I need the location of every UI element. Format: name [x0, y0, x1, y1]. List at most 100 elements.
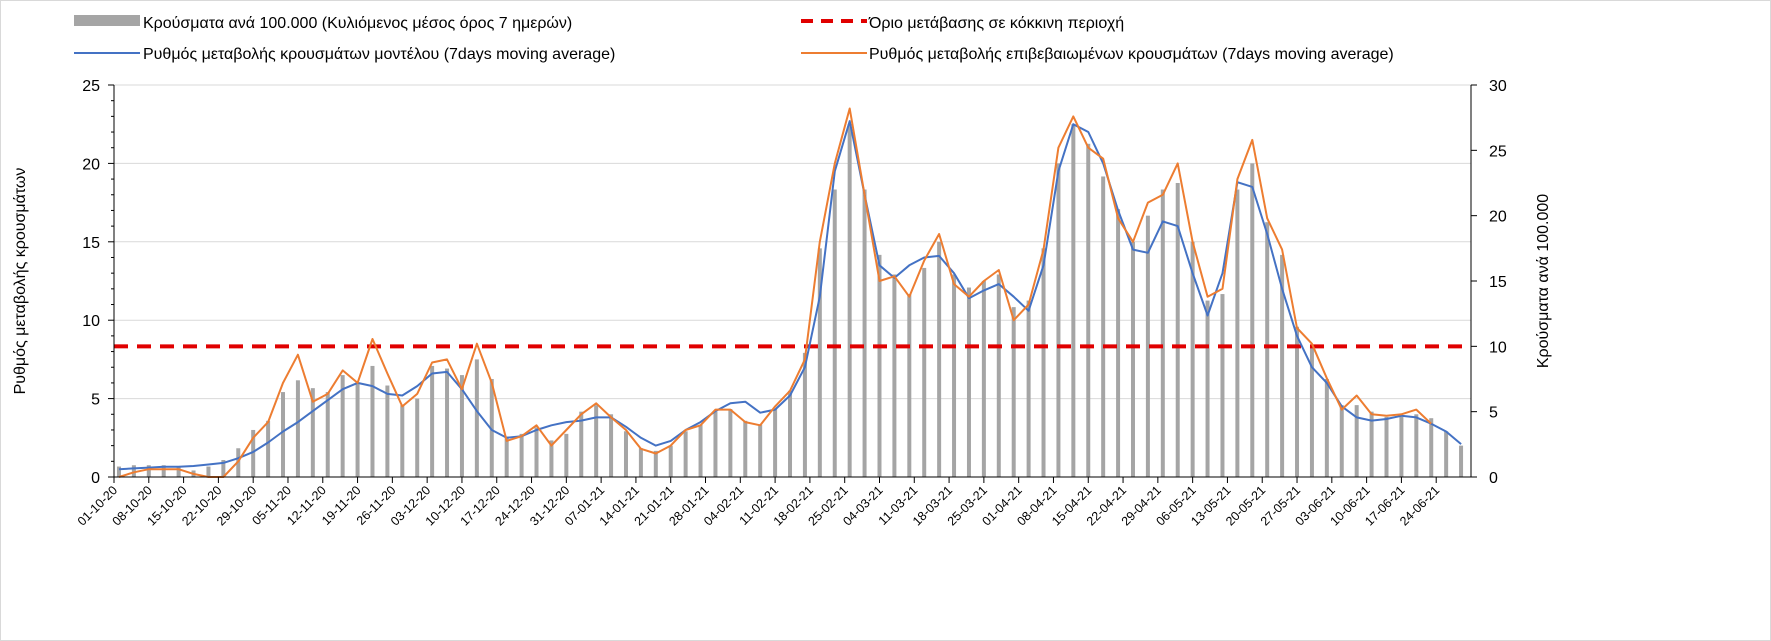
bar-cases [623, 431, 628, 477]
bar-cases [966, 287, 971, 477]
bar-cases [1205, 300, 1210, 477]
y-right-tick-label: 25 [1489, 143, 1507, 160]
y-right-tick-label: 10 [1489, 339, 1507, 356]
bar-cases [221, 460, 226, 477]
bar-cases [1399, 416, 1404, 477]
bar-cases [1071, 124, 1076, 477]
bar-cases [415, 398, 420, 477]
bar-cases [937, 241, 942, 477]
y-right-tick-label: 15 [1489, 274, 1507, 291]
bar-cases [728, 409, 733, 477]
bar-cases [1280, 254, 1285, 477]
bar-cases [295, 380, 300, 477]
y-left-tick-label: 5 [91, 392, 100, 409]
line-series [114, 107, 1471, 478]
bar-cases [1190, 241, 1195, 477]
bar-cases [1444, 431, 1449, 477]
bar-cases [802, 352, 807, 477]
bar-cases [116, 466, 121, 477]
bar-cases [1011, 307, 1016, 477]
bar-cases [430, 365, 435, 477]
bar-cases [400, 405, 405, 477]
bar-cases [325, 392, 330, 477]
bar-cases [952, 274, 957, 477]
bar-cases [1369, 411, 1374, 477]
bar-cases [683, 431, 688, 477]
y-right-tick-label: 30 [1489, 78, 1507, 95]
bar-cases [892, 274, 897, 477]
legend: Κρούσματα ανά 100.000 (Κυλιόμενος μέσος … [74, 15, 1394, 63]
bar-cases [1056, 163, 1061, 477]
y-left-tick-label: 10 [82, 313, 100, 330]
bar-cases [385, 385, 390, 477]
bar-cases [161, 465, 166, 477]
bar-cases [1145, 215, 1150, 477]
bar-cases [1429, 418, 1434, 477]
y-axis-left-title: Ρυθμός μεταβολής κρουσμάτων [12, 168, 29, 395]
bar-cases [310, 388, 315, 477]
bar-cases [474, 359, 479, 477]
bar-cases [519, 433, 524, 477]
bar-cases [594, 405, 599, 477]
bar-cases [176, 466, 181, 477]
bar-cases [847, 124, 852, 477]
bar-cases [758, 424, 763, 477]
bar-cases [1339, 405, 1344, 477]
bar-cases [489, 379, 494, 477]
bar-cases [1026, 300, 1031, 477]
y-left-tick-label: 20 [82, 156, 100, 173]
y-left-tick-label: 0 [91, 470, 100, 487]
legend-label-model: Ρυθμός μεταβολής κρουσμάτων μοντέλου (7d… [143, 46, 615, 63]
bar-cases [504, 436, 509, 477]
y-right-tick-label: 5 [1489, 405, 1498, 422]
bar-cases [907, 294, 912, 477]
bar-cases [579, 411, 584, 477]
y-left-tick-label: 15 [82, 235, 100, 252]
bar-cases [638, 448, 643, 477]
bar-cases [1101, 176, 1106, 477]
bar-cases [206, 466, 211, 477]
bar-cases [131, 465, 136, 477]
legend-label-cases: Κρούσματα ανά 100.000 (Κυλιόμενος μέσος … [143, 15, 572, 32]
legend-swatch-cases [74, 15, 140, 26]
bar-cases [340, 375, 345, 477]
bar-cases [146, 465, 151, 477]
legend-label-threshold: Όριο μετάβασης σε κόκκινη περιοχή [868, 15, 1124, 32]
bar-cases [817, 248, 822, 477]
bar-cases [1414, 414, 1419, 477]
bar-cases [1175, 183, 1180, 477]
bar-cases [1250, 163, 1255, 477]
bar-cases [922, 267, 927, 477]
bar-cases [773, 409, 778, 477]
bar-series-cases [116, 124, 1464, 478]
bar-cases [1354, 405, 1359, 477]
bar-cases [609, 414, 614, 477]
bar-cases [370, 365, 375, 477]
bar-cases [564, 433, 569, 477]
bar-cases [862, 189, 867, 478]
bar-cases [1324, 379, 1329, 477]
y-right-tick-label: 20 [1489, 209, 1507, 226]
bar-cases [281, 392, 286, 477]
bar-cases [698, 424, 703, 477]
bar-cases [1086, 143, 1091, 478]
bar-cases [1295, 326, 1300, 477]
bar-cases [549, 440, 554, 477]
bar-cases [251, 429, 256, 477]
bar-cases [355, 382, 360, 477]
bar-cases [459, 375, 464, 477]
bar-cases [1041, 248, 1046, 477]
bar-cases [981, 281, 986, 477]
bar-cases [534, 427, 539, 477]
legend-label-confirmed: Ρυθμός μεταβολής επιβεβαιωμένων κρουσμάτ… [869, 46, 1394, 63]
y-axis-right-title: Κρούσματα ανά 100.000 [1535, 194, 1552, 368]
bar-cases [266, 420, 271, 477]
bar-cases [1220, 294, 1225, 477]
bar-cases [788, 390, 793, 477]
bar-cases [1384, 416, 1389, 477]
gridlines [114, 84, 1471, 400]
bar-cases [713, 411, 718, 477]
bar-cases [1459, 445, 1464, 477]
